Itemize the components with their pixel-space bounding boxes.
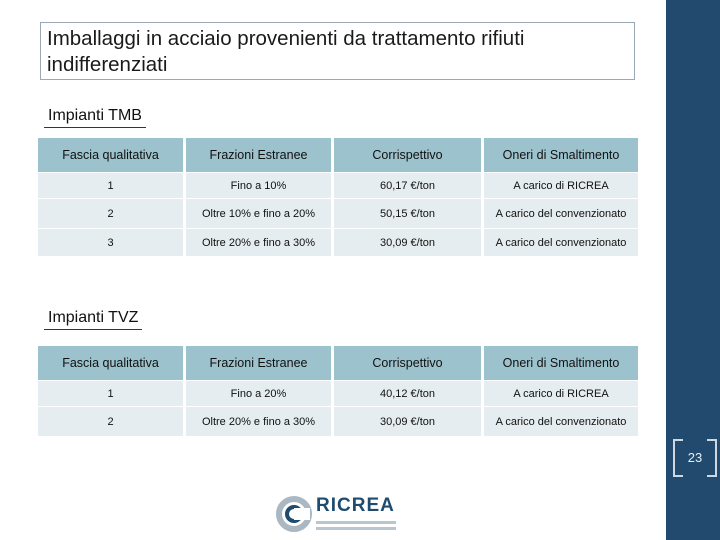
header-corrispettivo: Corrispettivo bbox=[334, 346, 484, 380]
cell-oneri: A carico di RICREA bbox=[484, 172, 638, 198]
cell-corrispettivo: 30,09 €/ton bbox=[334, 228, 484, 256]
page-number: 23 bbox=[673, 439, 717, 477]
cell-oneri: A carico del convenzionato bbox=[484, 228, 638, 256]
logo-tagline-line bbox=[316, 527, 396, 530]
cell-fascia: 3 bbox=[38, 228, 186, 256]
side-bar bbox=[666, 0, 720, 540]
section-label-tmb: Impianti TMB bbox=[44, 106, 146, 128]
cell-frazioni: Oltre 20% e fino a 30% bbox=[186, 228, 334, 256]
cell-oneri: A carico di RICREA bbox=[484, 380, 638, 406]
section-label-tvz: Impianti TVZ bbox=[44, 308, 143, 330]
right-bracket-icon bbox=[707, 439, 717, 477]
ricrea-swirl-icon bbox=[276, 496, 312, 532]
left-bracket-icon bbox=[673, 439, 683, 477]
cell-oneri: A carico del convenzionato bbox=[484, 406, 638, 436]
cell-frazioni: Oltre 10% e fino a 20% bbox=[186, 198, 334, 228]
cell-fascia: 1 bbox=[38, 172, 186, 198]
header-fascia: Fascia qualitativa bbox=[38, 138, 186, 172]
title-line-1: Imballaggi in acciaio provenienti da tra… bbox=[47, 27, 525, 50]
table-row: 2 Oltre 20% e fino a 30% 30,09 €/ton A c… bbox=[38, 406, 638, 436]
logo-name: RICREA bbox=[316, 495, 395, 516]
ricrea-logo: RICREA bbox=[276, 494, 401, 534]
table-row: 1 Fino a 10% 60,17 €/ton A carico di RIC… bbox=[38, 172, 638, 198]
header-corrispettivo: Corrispettivo bbox=[334, 138, 484, 172]
header-frazioni: Frazioni Estranee bbox=[186, 138, 334, 172]
cell-frazioni: Fino a 20% bbox=[186, 380, 334, 406]
logo-tagline-line bbox=[316, 521, 396, 524]
header-fascia: Fascia qualitativa bbox=[38, 346, 186, 380]
slide-title: Imballaggi in acciaio provenienti da tra… bbox=[40, 22, 635, 80]
cell-fascia: 2 bbox=[38, 406, 186, 436]
table-header-row: Fascia qualitativa Frazioni Estranee Cor… bbox=[38, 138, 638, 172]
header-oneri: Oneri di Smaltimento bbox=[484, 346, 638, 380]
table-row: 2 Oltre 10% e fino a 20% 50,15 €/ton A c… bbox=[38, 198, 638, 228]
table-header-row: Fascia qualitativa Frazioni Estranee Cor… bbox=[38, 346, 638, 380]
cell-oneri: A carico del convenzionato bbox=[484, 198, 638, 228]
tvz-table: Fascia qualitativa Frazioni Estranee Cor… bbox=[38, 346, 638, 436]
cell-corrispettivo: 50,15 €/ton bbox=[334, 198, 484, 228]
cell-fascia: 1 bbox=[38, 380, 186, 406]
title-line-2: indifferenziati bbox=[47, 53, 168, 76]
cell-corrispettivo: 60,17 €/ton bbox=[334, 172, 484, 198]
cell-corrispettivo: 40,12 €/ton bbox=[334, 380, 484, 406]
cell-fascia: 2 bbox=[38, 198, 186, 228]
cell-corrispettivo: 30,09 €/ton bbox=[334, 406, 484, 436]
table-row: 1 Fino a 20% 40,12 €/ton A carico di RIC… bbox=[38, 380, 638, 406]
table-row: 3 Oltre 20% e fino a 30% 30,09 €/ton A c… bbox=[38, 228, 638, 256]
header-oneri: Oneri di Smaltimento bbox=[484, 138, 638, 172]
header-frazioni: Frazioni Estranee bbox=[186, 346, 334, 380]
cell-frazioni: Oltre 20% e fino a 30% bbox=[186, 406, 334, 436]
cell-frazioni: Fino a 10% bbox=[186, 172, 334, 198]
tmb-table: Fascia qualitativa Frazioni Estranee Cor… bbox=[38, 138, 638, 256]
page-number-text: 23 bbox=[687, 450, 703, 465]
